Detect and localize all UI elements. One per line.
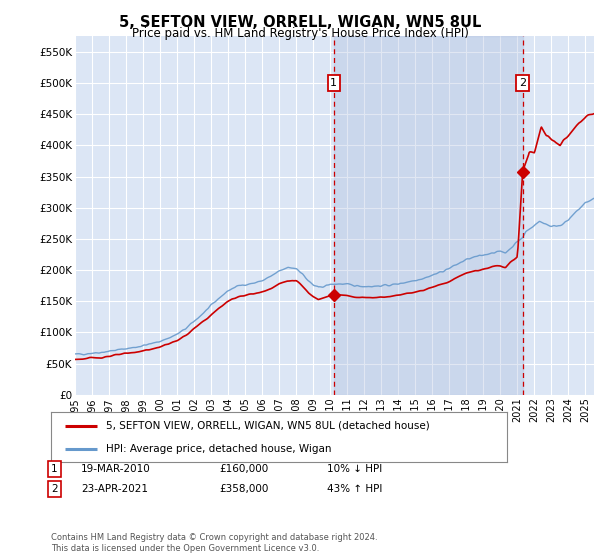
Text: 5, SEFTON VIEW, ORRELL, WIGAN, WN5 8UL: 5, SEFTON VIEW, ORRELL, WIGAN, WN5 8UL (119, 15, 481, 30)
Text: £358,000: £358,000 (219, 484, 268, 494)
Text: 43% ↑ HPI: 43% ↑ HPI (327, 484, 382, 494)
Text: 10% ↓ HPI: 10% ↓ HPI (327, 464, 382, 474)
Text: 1: 1 (51, 464, 58, 474)
Text: 5, SEFTON VIEW, ORRELL, WIGAN, WN5 8UL (detached house): 5, SEFTON VIEW, ORRELL, WIGAN, WN5 8UL (… (106, 421, 430, 431)
Text: 1: 1 (331, 78, 337, 88)
Text: Contains HM Land Registry data © Crown copyright and database right 2024.
This d: Contains HM Land Registry data © Crown c… (51, 533, 377, 553)
Text: 19-MAR-2010: 19-MAR-2010 (81, 464, 151, 474)
Text: Price paid vs. HM Land Registry's House Price Index (HPI): Price paid vs. HM Land Registry's House … (131, 27, 469, 40)
Text: 2: 2 (51, 484, 58, 494)
Text: 23-APR-2021: 23-APR-2021 (81, 484, 148, 494)
Text: HPI: Average price, detached house, Wigan: HPI: Average price, detached house, Wiga… (106, 445, 331, 454)
Bar (334, 36, 523, 395)
Text: 2: 2 (519, 78, 526, 88)
Text: £160,000: £160,000 (219, 464, 268, 474)
